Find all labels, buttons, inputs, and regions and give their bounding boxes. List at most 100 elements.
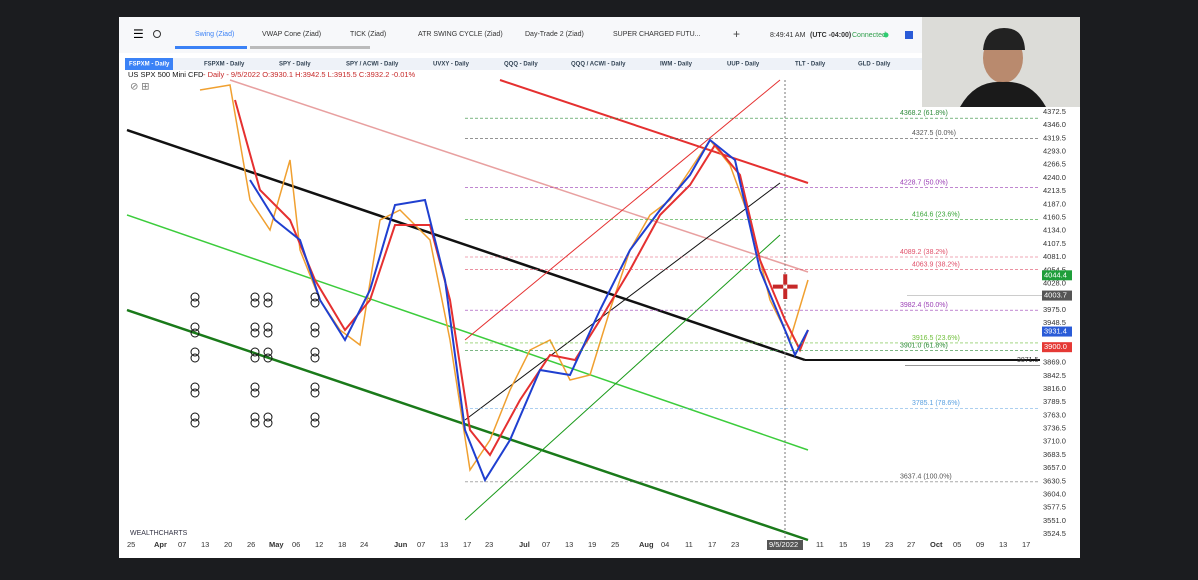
save-icon[interactable]	[905, 31, 913, 39]
price-tick: 3657.0	[1043, 463, 1066, 472]
search-icon[interactable]	[153, 30, 161, 38]
trendline	[229, 79, 809, 273]
drawings	[126, 79, 1040, 542]
tab[interactable]: VWAP Cone (Ziad)	[262, 31, 321, 38]
fib-label: 4063.9 (38.2%)	[912, 261, 960, 268]
date-tick: Aug	[639, 540, 654, 549]
marker-circle	[190, 412, 200, 422]
date-tick: Apr	[154, 540, 167, 549]
price-tick: 4187.0	[1043, 199, 1066, 208]
marker-circle	[190, 292, 200, 302]
symbol-tab[interactable]: FSPXM - Daily	[129, 62, 170, 68]
tab[interactable]: SUPER CHARGED FUTU...	[613, 31, 701, 38]
date-tick: 13	[565, 540, 573, 549]
date-tick: 13	[440, 540, 448, 549]
price-badge-text: 4003.7	[1044, 291, 1067, 300]
price-tick: 4054.5	[1043, 265, 1066, 274]
date-tick: 11	[685, 540, 693, 549]
date-tick: 23	[885, 540, 893, 549]
symbol-tab[interactable]: FSPXM - Daily	[204, 62, 245, 68]
price-tick: 3948.5	[1043, 318, 1066, 327]
trendline	[126, 308, 809, 542]
symbol-tab[interactable]: QQQ / ACWI - Daily	[571, 62, 626, 68]
marker-circle	[263, 328, 273, 338]
price-badge	[1042, 326, 1072, 337]
date-tick: Oct	[930, 540, 943, 549]
fib-label: 3982.4 (50.0%)	[900, 302, 948, 309]
timezone: (UTC -04:00)	[810, 32, 851, 39]
date-tick: 9/5/2022	[769, 540, 798, 549]
date-tick: 11	[816, 540, 824, 549]
date-tick: 06	[292, 540, 300, 549]
price-tick: 3816.0	[1043, 384, 1066, 393]
date-tick: 07	[178, 540, 186, 549]
cursor: ✛	[771, 269, 800, 307]
tab[interactable]: ATR SWING CYCLE (Ziad)	[418, 31, 503, 38]
trendline	[126, 128, 806, 362]
ohlc: - Daily - 9/5/2022 O:3930.1 H:3942.5 L:3…	[203, 70, 416, 79]
symbol-tab[interactable]: TLT - Daily	[795, 62, 826, 68]
tab-underline	[175, 46, 247, 49]
symbol-tab[interactable]: UUP - Daily	[727, 62, 760, 68]
moving-average	[234, 99, 809, 457]
add-tab[interactable]: +	[733, 27, 740, 41]
marker-circle	[310, 322, 320, 332]
date-tick: 13	[999, 540, 1007, 549]
date-tick: 17	[708, 540, 716, 549]
trendline	[464, 79, 781, 341]
menu-icon[interactable]: ☰	[133, 27, 144, 41]
app-window	[119, 17, 1080, 558]
fib-label: 3916.5 (23.6%)	[912, 335, 960, 342]
fib-label: 3871.5	[1017, 357, 1039, 364]
marker-circle	[310, 328, 320, 338]
date-tick: 13	[201, 540, 209, 549]
date-tick: 17	[463, 540, 471, 549]
symbol-tab[interactable]: UVXY - Daily	[433, 62, 470, 68]
symbol-tab[interactable]: GLD - Daily	[858, 62, 891, 68]
marker-circle	[310, 353, 320, 363]
price-tick: 3869.0	[1043, 358, 1066, 367]
price-tick: 4372.5	[1043, 107, 1066, 116]
marker-circle	[310, 347, 320, 357]
symbol-tab[interactable]: QQQ - Daily	[504, 62, 538, 68]
marker-circle	[250, 292, 260, 302]
trendline	[464, 182, 781, 421]
moving-average	[249, 138, 809, 483]
date-tick: 23	[485, 540, 493, 549]
marker-circle	[250, 298, 260, 308]
symbol-tab[interactable]: SPY - Daily	[279, 62, 311, 68]
price-tick: 4081.0	[1043, 252, 1066, 261]
price-tick: 3630.5	[1043, 476, 1066, 485]
tab[interactable]: TICK (Ziad)	[350, 31, 386, 38]
marker-circle	[250, 353, 260, 363]
price-badge	[1042, 290, 1072, 301]
status-dot	[883, 32, 889, 38]
symbol-tab[interactable]: SPY / ACWI - Daily	[346, 62, 399, 68]
marker-circle	[310, 382, 320, 392]
marker-circle	[263, 353, 273, 363]
marker-circle	[190, 418, 200, 428]
marker-circle	[190, 388, 200, 398]
date-tick: 26	[247, 540, 255, 549]
symbol-bar	[125, 58, 1040, 70]
marker-circle	[190, 347, 200, 357]
tab[interactable]: Day-Trade 2 (Ziad)	[525, 31, 584, 38]
date-tick: 07	[417, 540, 425, 549]
marker-circle	[310, 292, 320, 302]
marker-circle	[250, 418, 260, 428]
marker-circle	[263, 322, 273, 332]
price-tick: 4266.5	[1043, 160, 1066, 169]
price-tick: 3577.5	[1043, 503, 1066, 512]
marker-circle	[250, 328, 260, 338]
price-tick: 4134.0	[1043, 226, 1066, 235]
symbol-tab[interactable]: IWM - Daily	[660, 62, 693, 68]
marker-circle	[250, 347, 260, 357]
tool-icons[interactable]: ⊘ ⊞	[130, 82, 150, 93]
date-tick: 09	[976, 540, 984, 549]
price-tick: 4346.0	[1043, 120, 1066, 129]
price-tick: 3683.5	[1043, 450, 1066, 459]
tab[interactable]: Swing (Ziad)	[195, 31, 234, 38]
marker-circle	[190, 353, 200, 363]
date-badge	[767, 540, 803, 550]
